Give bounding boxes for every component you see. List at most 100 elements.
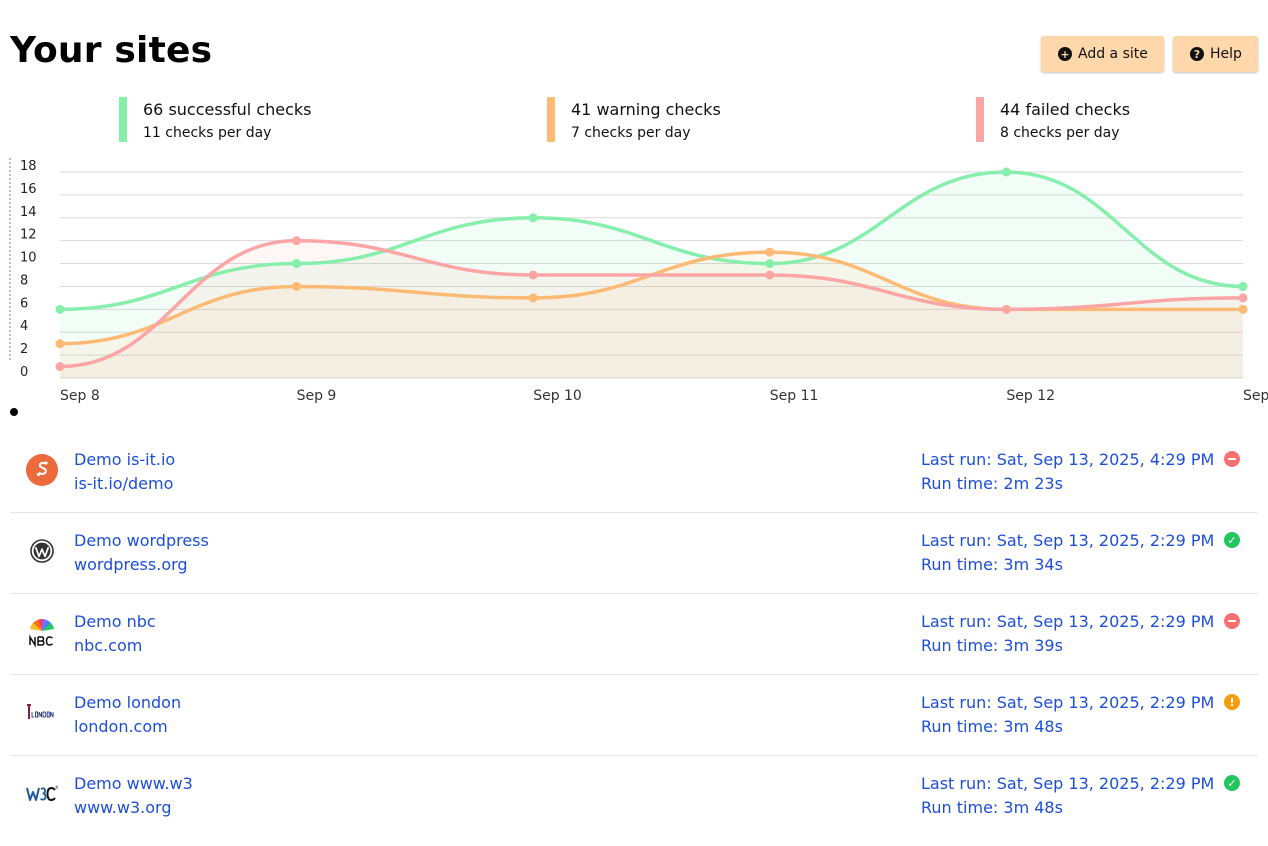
run-time: Run time: 3m 48s (921, 798, 1063, 817)
stat-failed-bar (976, 97, 984, 142)
data-point-success (1001, 167, 1011, 177)
stat-success-main: 66 successful checks (143, 100, 312, 119)
status-success-icon: ✓ (1224, 775, 1240, 791)
page-title: Your sites (10, 30, 213, 71)
y-tick-label: 4 (20, 319, 28, 334)
series-line-failed (59, 238, 1244, 369)
x-tick-label: Sep 12 (1006, 388, 1055, 404)
x-tick-label: Sep 13 (1243, 388, 1268, 404)
data-point-failed (292, 236, 302, 246)
run-time: Run time: 3m 48s (921, 717, 1063, 736)
stat-success-sub: 11 checks per day (143, 125, 272, 141)
site-url-link[interactable]: london.com (74, 717, 168, 736)
stat-warning-sub: 7 checks per day (571, 125, 691, 141)
site-name-link[interactable]: Demo www.w3 (74, 774, 193, 793)
wordpress-logo-icon (25, 534, 59, 568)
status-failed-icon (1224, 451, 1240, 467)
stat-failed-main: 44 failed checks (1000, 100, 1131, 119)
london-logo-icon (25, 696, 59, 730)
data-point-warning (528, 293, 538, 303)
y-tick-label: 10 (20, 251, 37, 266)
stat-success: 66 successful checks 11 checks per day (119, 97, 312, 143)
data-point-failed (1001, 304, 1011, 314)
svg-text:®: ® (55, 785, 58, 790)
chart-grid (60, 171, 1243, 379)
y-axis-ticks: 0 2 4 6 8 10 12 14 16 18 (20, 159, 37, 380)
series-line-success (59, 170, 1244, 312)
question-circle-icon: ? (1190, 47, 1204, 61)
site-url-link[interactable]: wordpress.org (74, 555, 188, 574)
site-url-link[interactable]: www.w3.org (74, 798, 172, 817)
w3c-logo-icon: ® (25, 777, 59, 811)
help-label: Help (1210, 46, 1242, 62)
site-url-link[interactable]: is-it.io/demo (74, 474, 174, 493)
stat-failed: 44 failed checks 8 checks per day (976, 97, 1130, 143)
status-warning-icon: ! (1224, 694, 1240, 710)
y-tick-label: 8 (20, 273, 28, 288)
stat-success-bar (119, 97, 127, 142)
y-tick-label: 12 (20, 228, 37, 243)
site-list: Demo is-it.io is-it.io/demo Last run: Sa… (10, 432, 1258, 837)
site-name-link[interactable]: Demo wordpress (74, 531, 209, 550)
series-area-failed (60, 240, 1243, 378)
x-tick-label: Sep 8 (60, 388, 100, 404)
site-row: Demo london london.com Last run: Sat, Se… (10, 675, 1258, 756)
help-button[interactable]: ? Help (1173, 36, 1258, 72)
bullet-marker (10, 408, 18, 416)
x-tick-label: Sep 9 (297, 388, 337, 404)
x-tick-label: Sep 11 (770, 388, 819, 404)
last-run: Last run: Sat, Sep 13, 2025, 4:29 PM (921, 450, 1215, 469)
site-name-link[interactable]: Demo nbc (74, 612, 156, 631)
stat-warning-bar (547, 97, 555, 142)
data-point-success (55, 304, 65, 314)
data-point-failed (1238, 293, 1248, 303)
data-point-warning (292, 281, 302, 291)
y-tick-label: 0 (20, 365, 28, 380)
nbc-logo-icon (25, 615, 59, 649)
run-time: Run time: 3m 39s (921, 636, 1063, 655)
data-point-success (765, 259, 775, 269)
x-axis-ticks: Sep 8 Sep 9 Sep 10 Sep 11 Sep 12 Sep 13 (60, 388, 1268, 404)
data-point-success (292, 259, 302, 269)
data-point-success (1238, 281, 1248, 291)
plus-circle-icon: + (1058, 47, 1072, 61)
data-point-warning (1238, 304, 1248, 314)
chart-lines (59, 170, 1244, 369)
site-name-link[interactable]: Demo london (74, 693, 182, 712)
add-site-button[interactable]: + Add a site (1041, 36, 1164, 72)
stat-failed-sub: 8 checks per day (1000, 125, 1120, 141)
data-point-warning (55, 339, 65, 349)
site-row: ® Demo www.w3 www.w3.org Last run: Sat, … (10, 756, 1258, 837)
y-tick-label: 14 (20, 205, 37, 220)
run-time: Run time: 3m 34s (921, 555, 1063, 574)
add-site-label: Add a site (1078, 46, 1148, 62)
last-run: Last run: Sat, Sep 13, 2025, 2:29 PM (921, 693, 1215, 712)
chart-points (55, 167, 1248, 372)
run-time: Run time: 2m 23s (921, 474, 1063, 493)
data-point-warning (765, 247, 775, 257)
site-row: Demo wordpress wordpress.org Last run: S… (10, 513, 1258, 594)
series-area-warning (60, 252, 1243, 378)
data-point-success (528, 213, 538, 223)
stat-warning-main: 41 warning checks (571, 100, 721, 119)
site-row: Demo is-it.io is-it.io/demo Last run: Sa… (10, 432, 1258, 513)
is-it-logo-icon (25, 453, 59, 487)
data-point-failed (528, 270, 538, 280)
x-tick-label: Sep 10 (533, 388, 582, 404)
last-run: Last run: Sat, Sep 13, 2025, 2:29 PM (921, 531, 1215, 550)
last-run: Last run: Sat, Sep 13, 2025, 2:29 PM (921, 774, 1215, 793)
data-point-failed (55, 362, 65, 372)
last-run: Last run: Sat, Sep 13, 2025, 2:29 PM (921, 612, 1215, 631)
status-success-icon: ✓ (1224, 532, 1240, 548)
site-name-link[interactable]: Demo is-it.io (74, 450, 176, 469)
status-failed-icon (1224, 613, 1240, 629)
y-tick-label: 2 (20, 342, 28, 357)
y-tick-label: 6 (20, 296, 28, 311)
stat-warning: 41 warning checks 7 checks per day (547, 97, 721, 143)
y-tick-label: 16 (20, 182, 37, 197)
site-row: Demo nbc nbc.com Last run: Sat, Sep 13, … (10, 594, 1258, 675)
site-url-link[interactable]: nbc.com (74, 636, 143, 655)
y-tick-label: 18 (20, 159, 37, 174)
data-point-failed (765, 270, 775, 280)
